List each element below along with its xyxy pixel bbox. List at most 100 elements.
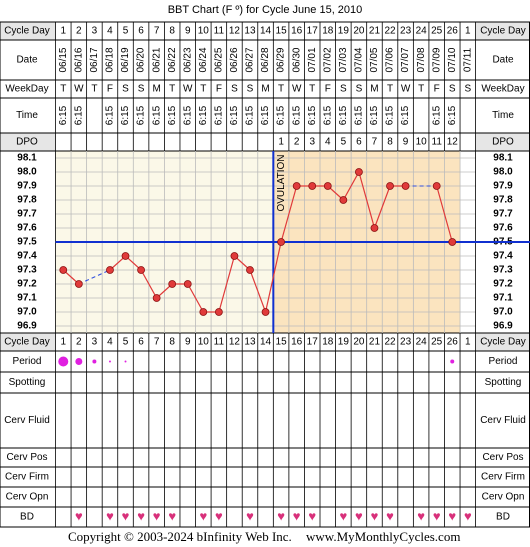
dpo: 2 [294, 137, 300, 148]
row-label: Cycle Day [480, 26, 526, 37]
y-tick-label: 97.2 [17, 279, 37, 290]
cycle-day: 2 [76, 26, 82, 37]
time: 6:15 [447, 105, 458, 125]
cycle-day: 12 [229, 337, 241, 348]
y-tick-label: 97.7 [17, 209, 37, 220]
bd-heart: ♥ [215, 508, 223, 523]
cycle-day: 1 [60, 26, 66, 37]
date: 06/27 [245, 47, 256, 72]
temperature-point [355, 168, 363, 176]
gap-connector [78, 269, 111, 285]
cycle-day: 5 [123, 337, 129, 348]
bd-heart: ♥ [293, 508, 301, 523]
cycle-day: 14 [260, 26, 272, 37]
dpo: 6 [356, 137, 362, 148]
cycle-day: 9 [185, 337, 191, 348]
cycle-day: 19 [338, 26, 350, 37]
temperature-point [339, 196, 348, 204]
row-label: DPO [16, 137, 38, 148]
bd-heart: ♥ [355, 508, 363, 523]
cycle-day: 7 [154, 26, 160, 37]
time: 6:15 [73, 105, 84, 125]
weekday: W [74, 84, 84, 95]
date: 06/26 [229, 47, 240, 72]
temperature-point [121, 252, 130, 260]
temperature-point [261, 308, 270, 316]
bd-heart: ♥ [153, 508, 161, 523]
temperature-point [230, 252, 239, 260]
row-label: Cycle Day [4, 26, 50, 37]
temperature-point [386, 182, 394, 190]
time: 6:15 [229, 105, 240, 125]
time: 6:15 [276, 105, 287, 125]
date: 06/17 [89, 47, 100, 72]
cycle-day: 19 [338, 337, 350, 348]
y-tick-label: 97.3 [493, 265, 513, 276]
weekday: F [325, 84, 331, 95]
time: 6:15 [291, 105, 302, 125]
weekday: F [434, 84, 440, 95]
cycle-day: 8 [169, 337, 175, 348]
label-bg [475, 133, 530, 151]
y-tick-label: 98.1 [17, 153, 37, 164]
weekday: S [464, 84, 471, 95]
dpo: 3 [309, 137, 315, 148]
y-tick-label: 98.0 [17, 167, 37, 178]
dpo: 1 [278, 137, 284, 148]
date: 07/05 [369, 47, 380, 72]
cycle-day: 22 [384, 337, 396, 348]
date: 07/07 [400, 47, 411, 72]
row-label: Cerv Pos [6, 452, 47, 463]
weekday: F [107, 84, 113, 95]
cycle-day: 21 [369, 26, 381, 37]
y-tick-label: 97.9 [17, 181, 37, 192]
y-tick-label: 97.6 [493, 223, 513, 234]
cycle-day: 7 [154, 337, 160, 348]
weekday: F [216, 84, 222, 95]
date: 07/04 [354, 47, 365, 72]
temperature-point [292, 182, 301, 190]
weekday: S [231, 84, 238, 95]
cycle-day: 6 [138, 26, 144, 37]
period-dot [58, 356, 69, 367]
weekday: T [91, 84, 97, 95]
row-label: Period [13, 356, 42, 367]
time: 6:15 [400, 105, 411, 125]
cycle-day: 1 [465, 26, 471, 37]
y-tick-label: 97.4 [17, 251, 37, 262]
y-tick-label: 97.0 [493, 307, 513, 318]
y-tick-label: 97.9 [493, 181, 513, 192]
time: 6:15 [322, 105, 333, 125]
cycle-day: 16 [291, 337, 303, 348]
row-label: Date [492, 55, 514, 66]
date: 07/01 [307, 47, 318, 72]
time: 6:15 [214, 105, 225, 125]
weekday: W [183, 84, 193, 95]
row-label: BD [496, 512, 510, 523]
label-bg [0, 22, 56, 40]
y-tick-label: 98.1 [493, 153, 513, 164]
cycle-day: 16 [291, 26, 303, 37]
bd-heart: ♥ [308, 508, 316, 523]
bd-heart: ♥ [417, 508, 425, 523]
temperature-point [432, 182, 441, 190]
cycle-day: 24 [416, 26, 428, 37]
time: 6:15 [260, 105, 271, 125]
y-tick-label: 97.2 [493, 279, 513, 290]
y-tick-label: 96.9 [17, 321, 37, 332]
weekday: M [370, 84, 378, 95]
cycle-day: 2 [76, 337, 82, 348]
cycle-day: 3 [92, 337, 98, 348]
cycle-day: 18 [322, 26, 334, 37]
copyright: Copyright © 2003-2024 bInfinity Web Inc. [68, 529, 292, 544]
y-tick-label: 97.0 [17, 307, 37, 318]
bd-heart: ♥ [75, 508, 83, 523]
weekday: S [356, 84, 363, 95]
date: 07/11 [462, 47, 473, 72]
time: 6:15 [431, 105, 442, 125]
period-dot [124, 360, 127, 363]
cycle-day: 18 [322, 337, 334, 348]
cycle-day: 25 [431, 26, 443, 37]
temperature-point [277, 238, 286, 246]
bd-heart: ♥ [371, 508, 379, 523]
